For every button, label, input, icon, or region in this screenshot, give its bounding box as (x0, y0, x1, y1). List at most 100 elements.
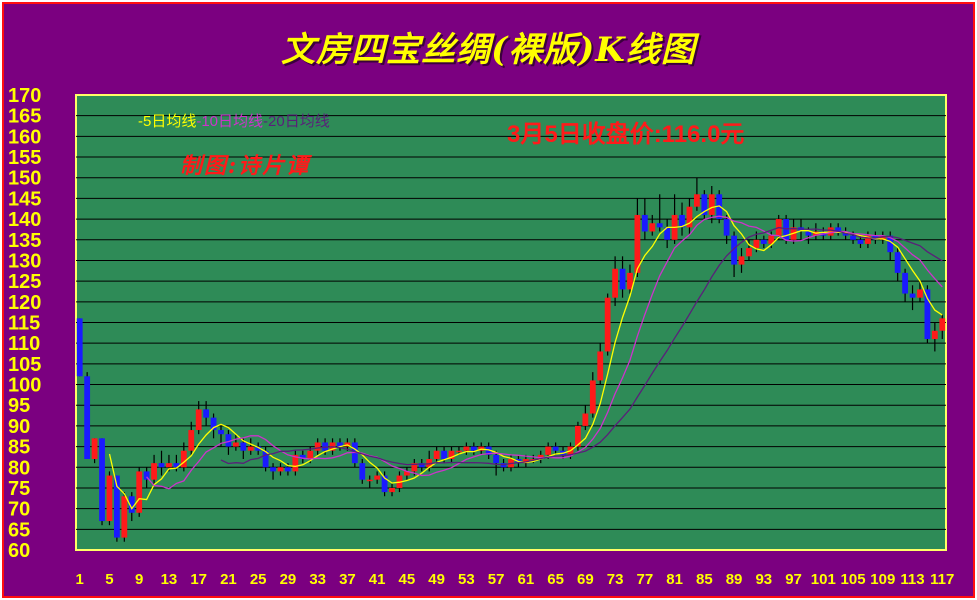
y-tick-label: 115 (8, 313, 40, 335)
x-tick-label: 53 (458, 571, 475, 588)
candle-body (656, 223, 663, 228)
candle (151, 454, 157, 484)
legend-ma20: -20日均线 (263, 113, 330, 130)
y-tick-label: 140 (8, 209, 41, 231)
y-tick-label: 135 (8, 230, 41, 252)
candle (128, 492, 135, 522)
candle-body (403, 471, 410, 476)
candle (240, 438, 247, 459)
y-tick-label: 160 (8, 126, 41, 148)
candle (180, 442, 187, 472)
x-tick-label: 9 (135, 571, 143, 588)
x-tick-label: 5 (105, 571, 113, 588)
candle (604, 293, 611, 356)
x-tick-label: 113 (900, 571, 924, 588)
candle (924, 285, 931, 344)
candle-body (456, 450, 462, 453)
candle (448, 446, 455, 464)
candle (225, 430, 232, 455)
candle (91, 438, 98, 464)
candle (619, 256, 626, 298)
candle (299, 450, 306, 464)
x-tick-label: 29 (280, 571, 297, 588)
candle (277, 463, 284, 476)
candle (649, 214, 656, 236)
candle-body (136, 471, 143, 513)
x-tick-label: 101 (811, 571, 836, 588)
legend: -5日均线-10日均线-20日均线 (138, 110, 330, 131)
candle (493, 450, 500, 476)
candle (738, 248, 745, 273)
candle (664, 219, 671, 249)
candle-body (337, 442, 343, 447)
candle (84, 372, 91, 459)
candle-body (939, 318, 946, 331)
candle (433, 446, 440, 464)
chart-title: 文房四宝丝绸(裸版)K线图 (281, 30, 696, 70)
candle-body (277, 467, 284, 472)
y-tick-label: 165 (8, 106, 41, 128)
candle-body (218, 430, 224, 435)
candle (337, 438, 343, 451)
candle (232, 434, 239, 451)
candle (835, 223, 842, 236)
candle (589, 372, 596, 418)
legend-ma10: -10日均线 (196, 113, 264, 130)
candle (552, 442, 559, 455)
candle-body (433, 450, 440, 459)
candle (210, 413, 217, 439)
candle-body (917, 289, 923, 298)
y-tick-label: 170 (8, 85, 41, 107)
candle (894, 248, 901, 282)
candle (76, 318, 83, 377)
candle-body (835, 227, 842, 232)
candle-body (931, 330, 938, 340)
candle-body (857, 239, 864, 244)
candle-body (634, 214, 641, 273)
y-tick-label: 130 (8, 250, 41, 272)
candle (693, 177, 700, 211)
candle-body (381, 475, 388, 493)
candle-body (597, 351, 604, 381)
candle-body (604, 297, 611, 352)
candle (597, 343, 604, 385)
candle-body (143, 471, 150, 480)
candle (188, 421, 195, 455)
candle (902, 268, 909, 302)
candle (879, 231, 886, 244)
candle-body (753, 239, 760, 249)
candle (247, 438, 254, 455)
candle (686, 198, 693, 236)
candle (158, 450, 165, 476)
candle-body (463, 446, 470, 451)
x-tick-label: 25 (250, 571, 267, 588)
candle (575, 421, 581, 451)
x-tick-label: 73 (607, 571, 624, 588)
candle-body (121, 496, 128, 538)
candle (679, 202, 685, 236)
y-tick-label: 145 (8, 188, 41, 210)
candle (537, 450, 544, 464)
candle (634, 198, 641, 277)
candle-body (374, 475, 381, 480)
candle (262, 446, 269, 472)
candles (76, 177, 946, 542)
candle (701, 190, 708, 220)
candle-body (470, 446, 477, 451)
candle (656, 194, 663, 232)
candle-body (679, 214, 685, 228)
x-tick-label: 13 (161, 571, 178, 588)
candle (909, 285, 916, 311)
candle-body (180, 450, 187, 468)
y-tick-label: 80 (8, 457, 30, 479)
candle-body (641, 214, 648, 232)
candle-body (299, 454, 306, 459)
candle-body (731, 235, 737, 265)
candle-body (441, 450, 447, 459)
x-tick-label: 21 (220, 571, 237, 588)
y-tick-label: 65 (8, 519, 30, 541)
x-tick-label: 77 (637, 571, 654, 588)
candle-body (99, 438, 105, 522)
candle-body (879, 235, 886, 240)
